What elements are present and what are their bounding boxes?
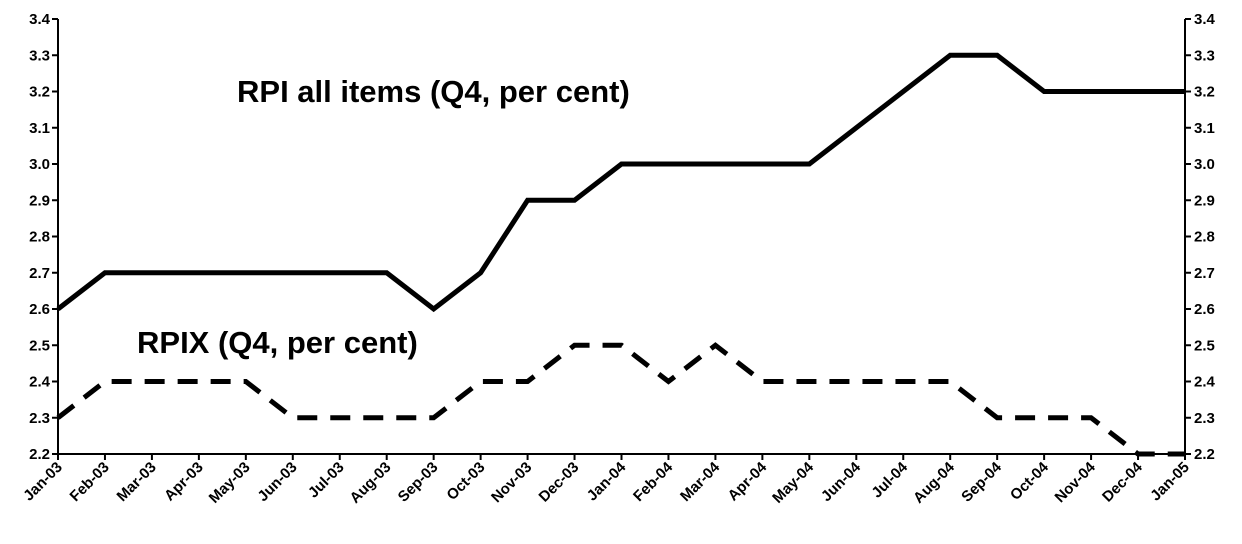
- series-layer: [56, 52, 1185, 457]
- x-tick-label: Sep-03: [395, 459, 442, 506]
- right-y-tick-label: 2.2: [1194, 446, 1215, 463]
- x-tick-label: Jul-04: [868, 458, 911, 501]
- x-tick-label: Feb-04: [630, 458, 677, 505]
- x-tick-label: Nov-03: [488, 459, 535, 506]
- right-y-tick-label: 2.7: [1194, 265, 1215, 282]
- x-tick-label: Oct-04: [1007, 458, 1052, 503]
- left-y-tick-label: 3.1: [29, 120, 50, 137]
- x-tick-label: Jan-05: [1147, 459, 1193, 505]
- rpi-all-items-series-line: [56, 52, 1185, 313]
- right-y-tick-label: 3.2: [1194, 84, 1215, 101]
- x-tick-label: Jun-04: [818, 458, 865, 505]
- left-y-tick-label: 2.8: [29, 229, 50, 246]
- right-y-tick-label: 2.8: [1194, 229, 1215, 246]
- right-y-tick-label: 2.6: [1194, 301, 1215, 318]
- left-y-tick-label: 2.4: [29, 374, 51, 391]
- x-tick-label: Aug-03: [347, 459, 395, 507]
- right-y-tick-label: 3.4: [1194, 11, 1216, 28]
- x-tick-label: Dec-03: [536, 459, 583, 506]
- left-y-tick-label: 2.9: [29, 192, 50, 209]
- x-tick-label: Jan-03: [20, 459, 66, 505]
- left-y-tick-label: 3.0: [29, 156, 50, 173]
- x-tick-label: Apr-04: [725, 458, 771, 504]
- x-tick-label: Nov-04: [1052, 458, 1100, 506]
- x-tick-label: Mar-04: [677, 458, 724, 505]
- left-y-tick-label: 3.3: [29, 47, 50, 64]
- left-y-tick-label: 2.6: [29, 301, 50, 318]
- left-y-tick-label: 2.3: [29, 410, 50, 427]
- right-y-tick-label: 2.4: [1194, 374, 1216, 391]
- x-tick-label: Dec-04: [1099, 458, 1146, 505]
- annotation-rpix: RPIX (Q4, per cent): [137, 325, 418, 360]
- left-y-tick-label: 2.5: [29, 337, 50, 354]
- x-tick-label: Aug-04: [910, 458, 958, 506]
- x-tick-label: Sep-04: [958, 458, 1005, 505]
- x-tick-label: Apr-03: [161, 459, 207, 505]
- x-tick-label: Oct-03: [443, 459, 488, 504]
- right-y-tick-label: 3.3: [1194, 47, 1215, 64]
- left-y-tick-label: 3.4: [29, 11, 51, 28]
- x-tick-label: Mar-03: [114, 459, 160, 505]
- rpix-series-line: [56, 342, 1185, 457]
- left-y-tick-label: 3.2: [29, 84, 50, 101]
- right-y-tick-label: 2.3: [1194, 410, 1215, 427]
- right-y-tick-label: 3.1: [1194, 120, 1215, 137]
- x-tick-label: Jun-03: [254, 459, 300, 505]
- left-y-tick-label: 2.2: [29, 446, 50, 463]
- x-tick-label: Jan-04: [584, 458, 630, 504]
- right-y-tick-label: 2.9: [1194, 192, 1215, 209]
- left-y-tick-label: 2.7: [29, 265, 50, 282]
- right-y-tick-label: 2.5: [1194, 337, 1215, 354]
- annotation-rpi-all-items: RPI all items (Q4, per cent): [237, 74, 630, 109]
- x-tick-label: Jul-03: [305, 459, 348, 502]
- x-tick-label: May-03: [206, 459, 254, 507]
- x-tick-label: May-04: [769, 458, 817, 506]
- right-y-tick-label: 3.0: [1194, 156, 1215, 173]
- x-tick-label: Feb-03: [67, 459, 113, 505]
